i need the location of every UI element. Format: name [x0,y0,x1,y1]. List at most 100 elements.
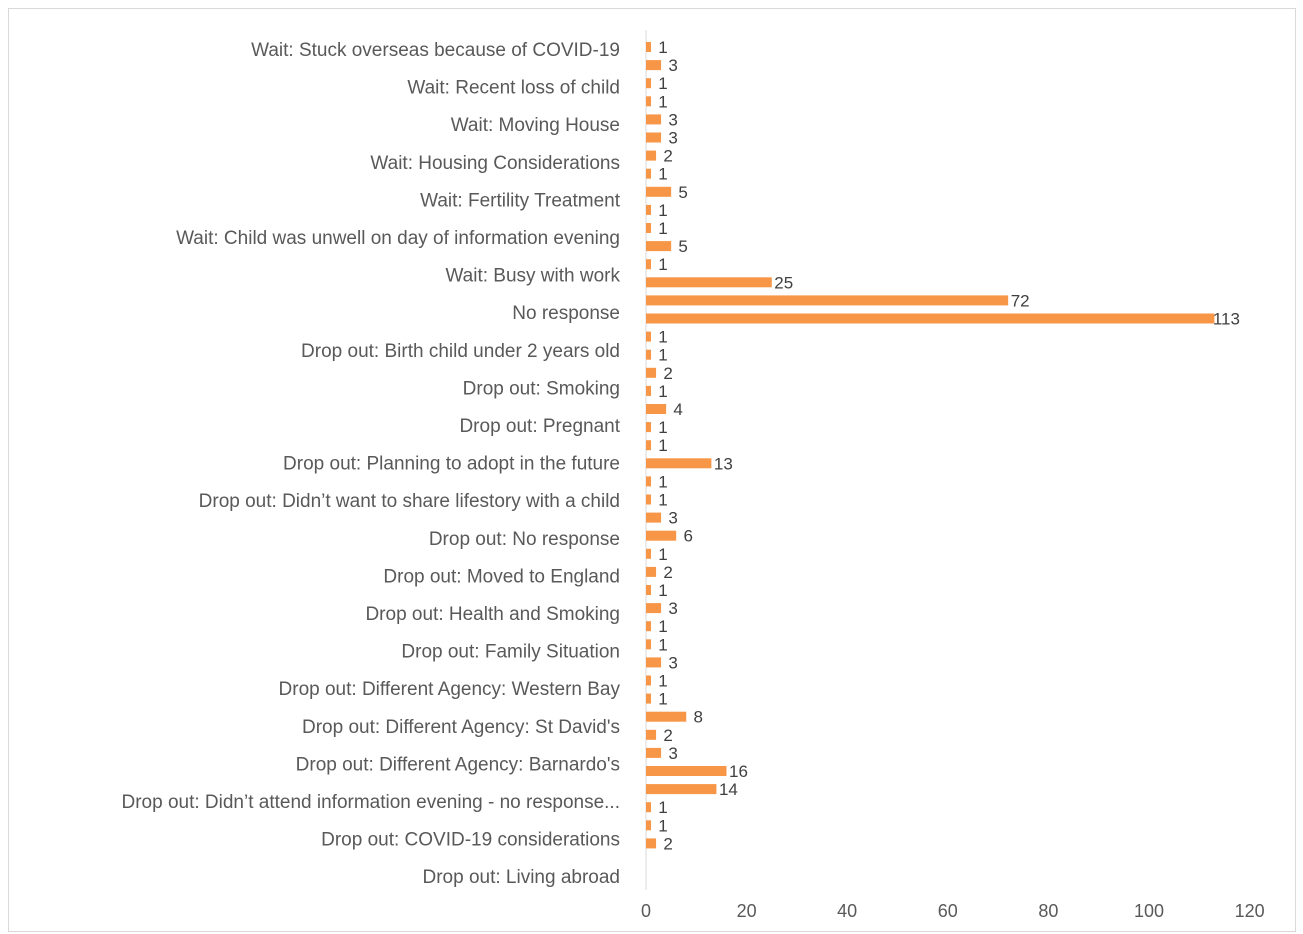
bar [646,729,657,740]
category-label: Drop out: COVID-19 considerations [321,830,620,851]
category-label: Wait: Stuck overseas because of COVID-19 [251,40,620,61]
bar [646,404,667,414]
bar [646,114,662,125]
bar [646,747,662,758]
data-label: 1 [658,635,667,654]
category-label: Drop out: Different Agency: St David's [302,717,620,738]
data-label: 1 [658,816,667,835]
data-label: 25 [774,273,793,292]
data-label: 1 [658,690,667,709]
data-label: 5 [678,183,687,202]
x-tick-label: 0 [641,901,651,921]
data-label: 1 [658,798,667,817]
bar [646,42,652,52]
category-label: Drop out: Didn’t want to share lifestory… [199,491,620,512]
x-tick-label: 120 [1235,901,1265,921]
data-label: 1 [658,165,667,184]
data-label: 1 [658,472,667,491]
data-label: 1 [658,92,667,111]
bar [646,802,652,813]
data-label: 3 [668,653,677,672]
bar [646,657,662,668]
category-label: Drop out: Different Agency: Barnardo's [296,754,620,775]
bar [646,186,672,197]
data-label: 3 [668,129,677,148]
x-tick-label: 40 [837,901,857,921]
category-label: Drop out: Planning to adopt in the futur… [283,454,620,475]
x-tick-label: 100 [1134,901,1164,921]
data-label: 1 [658,545,667,564]
bar [646,458,712,469]
bar [646,639,652,650]
category-label: Drop out: Living abroad [422,867,620,888]
bar [646,675,652,686]
data-label: 1 [658,382,667,401]
data-label: 2 [663,834,672,853]
category-label: No response [512,303,620,324]
category-label: Drop out: Health and Smoking [365,604,620,625]
data-label: 1 [658,418,667,437]
category-label: Wait: Child was unwell on day of informa… [176,228,620,249]
bar [646,440,652,451]
data-label: 2 [663,147,672,166]
data-label: 1 [658,617,667,636]
data-label: 1 [658,219,667,238]
bar [646,385,652,396]
data-label: 3 [668,56,677,75]
bar [646,693,652,704]
category-labels-layer: Wait: Stuck overseas because of COVID-19… [121,40,620,888]
bar [646,60,662,71]
data-label: 8 [694,708,703,727]
category-label: Drop out: Family Situation [401,642,620,663]
bar [646,277,772,288]
chart-frame [8,8,1296,932]
data-label: 6 [683,527,692,546]
bar [646,78,652,89]
data-label: 16 [729,762,748,781]
data-label: 1 [658,255,667,274]
data-label: 1 [658,346,667,365]
bar [646,548,652,559]
data-label: 2 [663,364,672,383]
data-label: 3 [668,599,677,618]
bar [646,711,687,722]
data-label: 1 [658,581,667,600]
value-labels-layer: 1311332151151257211311214111311361213113… [658,38,1240,853]
bar [646,838,657,849]
data-label: 2 [663,726,672,745]
category-label: Drop out: Moved to England [383,566,620,587]
bar [646,766,727,776]
x-tick-label: 60 [938,901,958,921]
category-label: Wait: Housing Considerations [370,153,620,174]
bars-layer [646,42,1215,849]
bar [646,784,717,795]
data-label: 5 [678,237,687,256]
category-label: Drop out: No response [429,529,620,550]
data-label: 3 [668,744,677,763]
bar [646,476,652,487]
data-label: 1 [658,491,667,510]
data-label: 1 [658,201,667,220]
bar [646,168,652,179]
category-label: Drop out: Pregnant [459,416,620,437]
bar [646,820,652,831]
bar [646,150,657,161]
bar [646,585,652,595]
data-label: 3 [668,509,677,528]
bar [646,295,1009,306]
bar [646,422,652,433]
data-label: 1 [658,38,667,57]
category-label: Drop out: Didn’t attend information even… [121,792,620,813]
bar [646,349,652,360]
bar [646,259,652,270]
bar [646,96,652,107]
data-label: 113 [1213,310,1240,329]
category-label: Wait: Moving House [451,115,620,136]
data-label: 2 [663,563,672,582]
data-label: 72 [1011,291,1030,310]
category-label: Drop out: Different Agency: Western Bay [279,679,621,700]
data-label: 14 [719,780,738,799]
bar [646,566,657,577]
bar [646,223,652,233]
